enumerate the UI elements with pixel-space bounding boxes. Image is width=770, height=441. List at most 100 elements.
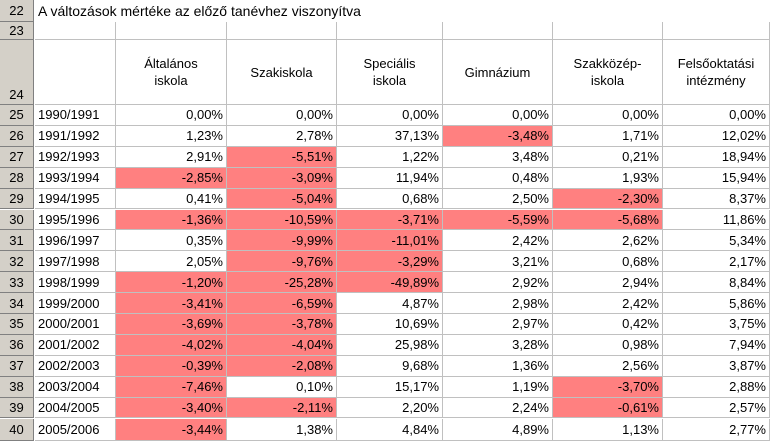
value-cell[interactable]: 2,91%: [116, 146, 227, 168]
value-cell[interactable]: 3,48%: [443, 146, 553, 168]
year-cell[interactable]: 1999/2000: [35, 293, 116, 314]
value-cell[interactable]: 18,94%: [663, 146, 770, 168]
value-cell[interactable]: 11,86%: [663, 209, 770, 231]
value-cell[interactable]: 0,42%: [553, 314, 663, 335]
value-cell-negative[interactable]: -3,40%: [116, 397, 227, 419]
column-header[interactable]: Speciális iskola: [337, 40, 443, 105]
value-cell[interactable]: 2,42%: [553, 293, 663, 314]
value-cell[interactable]: 0,41%: [116, 188, 227, 210]
value-cell-negative[interactable]: -1,36%: [116, 209, 227, 231]
value-cell-negative[interactable]: -2,85%: [116, 167, 227, 189]
value-cell-negative[interactable]: -5,68%: [553, 209, 663, 231]
empty-cell[interactable]: [337, 22, 443, 40]
value-cell-negative[interactable]: -3,41%: [116, 293, 227, 314]
row-header[interactable]: 29: [0, 188, 34, 210]
column-header[interactable]: Gimnázium: [443, 40, 553, 105]
value-cell[interactable]: 2,20%: [337, 397, 443, 419]
row-header[interactable]: 39: [0, 397, 34, 419]
empty-cell[interactable]: [663, 22, 770, 40]
value-cell[interactable]: 11,94%: [337, 167, 443, 189]
value-cell[interactable]: 0,10%: [227, 376, 337, 398]
value-cell[interactable]: 0,68%: [553, 251, 663, 273]
value-cell[interactable]: 0,48%: [443, 167, 553, 189]
value-cell-negative[interactable]: -3,09%: [227, 167, 337, 189]
value-cell[interactable]: 8,37%: [663, 188, 770, 210]
row-header[interactable]: 38: [0, 376, 34, 398]
value-cell-negative[interactable]: -2,11%: [227, 397, 337, 419]
value-cell[interactable]: 2,17%: [663, 251, 770, 273]
row-header[interactable]: 24: [0, 40, 34, 105]
column-header[interactable]: Szakiskola: [227, 40, 337, 105]
value-cell-negative[interactable]: -2,30%: [553, 188, 663, 210]
value-cell-negative[interactable]: -5,59%: [443, 209, 553, 231]
year-cell[interactable]: 1991/1992: [35, 125, 116, 147]
row-header[interactable]: 36: [0, 334, 34, 356]
year-cell[interactable]: 1996/1997: [35, 230, 116, 252]
value-cell[interactable]: 25,98%: [337, 334, 443, 356]
value-cell[interactable]: 0,00%: [443, 105, 553, 126]
year-cell[interactable]: 2004/2005: [35, 397, 116, 419]
value-cell-negative[interactable]: -3,69%: [116, 314, 227, 335]
value-cell-negative[interactable]: -0,39%: [116, 355, 227, 377]
row-header[interactable]: 25: [0, 105, 34, 126]
value-cell[interactable]: 0,35%: [116, 230, 227, 252]
value-cell[interactable]: 2,92%: [443, 272, 553, 294]
value-cell[interactable]: 7,94%: [663, 334, 770, 356]
value-cell[interactable]: 3,21%: [443, 251, 553, 273]
value-cell-negative[interactable]: -5,04%: [227, 188, 337, 210]
value-cell[interactable]: 2,05%: [116, 251, 227, 273]
empty-cell[interactable]: [227, 22, 337, 40]
year-cell[interactable]: 1997/1998: [35, 251, 116, 273]
value-cell-negative[interactable]: -3,78%: [227, 314, 337, 335]
value-cell[interactable]: 1,36%: [443, 355, 553, 377]
value-cell-negative[interactable]: -7,46%: [116, 376, 227, 398]
value-cell[interactable]: 4,84%: [337, 418, 443, 441]
row-header[interactable]: 35: [0, 314, 34, 335]
row-header[interactable]: 40: [0, 418, 34, 441]
value-cell-negative[interactable]: -10,59%: [227, 209, 337, 231]
value-cell[interactable]: 2,97%: [443, 314, 553, 335]
value-cell[interactable]: 2,88%: [663, 376, 770, 398]
empty-cell[interactable]: [35, 40, 116, 105]
column-header[interactable]: Szakközép-iskola: [553, 40, 663, 105]
value-cell[interactable]: 0,00%: [337, 105, 443, 126]
value-cell-negative[interactable]: -5,51%: [227, 146, 337, 168]
value-cell-negative[interactable]: -3,70%: [553, 376, 663, 398]
value-cell[interactable]: 0,00%: [663, 105, 770, 126]
year-cell[interactable]: 2005/2006: [35, 418, 116, 441]
value-cell-negative[interactable]: -3,44%: [116, 418, 227, 441]
year-cell[interactable]: 1993/1994: [35, 167, 116, 189]
row-header[interactable]: 30: [0, 209, 34, 231]
value-cell-negative[interactable]: -0,61%: [553, 397, 663, 419]
value-cell[interactable]: 5,34%: [663, 230, 770, 252]
value-cell[interactable]: 2,77%: [663, 418, 770, 441]
value-cell[interactable]: 0,00%: [116, 105, 227, 126]
row-header[interactable]: 37: [0, 355, 34, 377]
value-cell-negative[interactable]: -11,01%: [337, 230, 443, 252]
value-cell[interactable]: 1,71%: [553, 125, 663, 147]
year-cell[interactable]: 2003/2004: [35, 376, 116, 398]
value-cell-negative[interactable]: -3,48%: [443, 125, 553, 147]
value-cell[interactable]: 2,98%: [443, 293, 553, 314]
value-cell[interactable]: 3,28%: [443, 334, 553, 356]
sheet-title[interactable]: A változások mértéke az előző tanévhez v…: [38, 2, 361, 19]
row-header[interactable]: 33: [0, 272, 34, 294]
empty-cell[interactable]: [553, 22, 663, 40]
row-header[interactable]: 26: [0, 125, 34, 147]
value-cell[interactable]: 2,24%: [443, 397, 553, 419]
value-cell[interactable]: 12,02%: [663, 125, 770, 147]
value-cell[interactable]: 0,21%: [553, 146, 663, 168]
value-cell[interactable]: 2,42%: [443, 230, 553, 252]
value-cell[interactable]: 2,62%: [553, 230, 663, 252]
value-cell-negative[interactable]: -25,28%: [227, 272, 337, 294]
value-cell[interactable]: 0,68%: [337, 188, 443, 210]
row-header[interactable]: 34: [0, 293, 34, 314]
value-cell-negative[interactable]: -4,02%: [116, 334, 227, 356]
value-cell[interactable]: 0,00%: [227, 105, 337, 126]
value-cell-negative[interactable]: -2,08%: [227, 355, 337, 377]
value-cell-negative[interactable]: -3,71%: [337, 209, 443, 231]
value-cell-negative[interactable]: -6,59%: [227, 293, 337, 314]
value-cell[interactable]: 0,98%: [553, 334, 663, 356]
value-cell[interactable]: 15,17%: [337, 376, 443, 398]
value-cell-negative[interactable]: -9,76%: [227, 251, 337, 273]
